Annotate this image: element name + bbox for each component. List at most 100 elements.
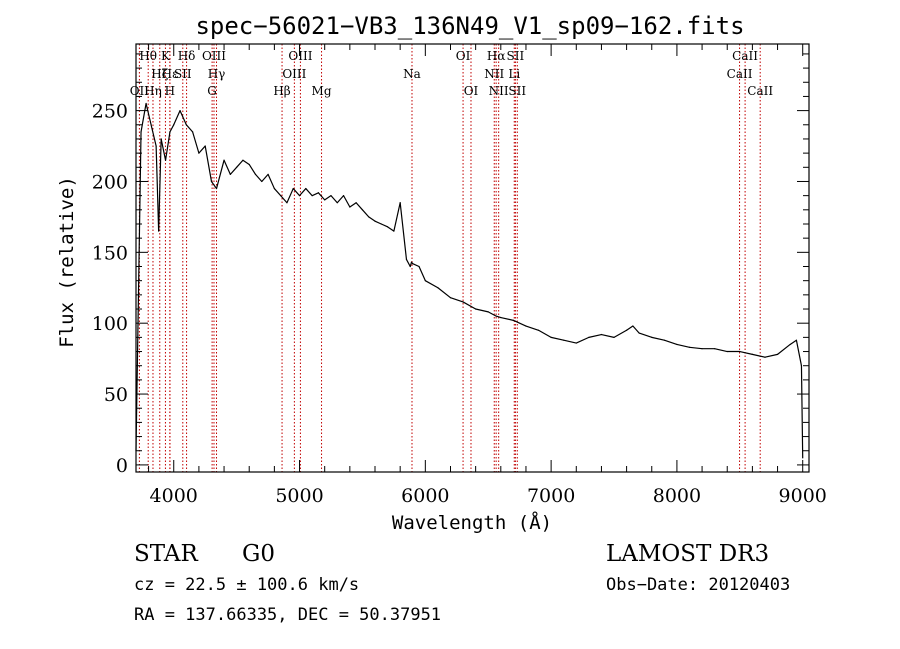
spectrum-segment-25 — [273, 187, 282, 197]
marker-label-22: Li — [508, 67, 520, 81]
spectrum-segment-6 — [160, 138, 167, 161]
spectrum-segment-36 — [342, 195, 351, 208]
spectrum-segment-39 — [361, 209, 370, 218]
spectrum-segment-57 — [495, 315, 502, 319]
spectrum-segment-21 — [248, 163, 257, 175]
spectrum-segment-5 — [158, 138, 162, 232]
spectral-line-labels: OIIHθHηHζKHHεSIIHδGOIIIHγHβOIIIOIIIMgNaO… — [130, 49, 774, 98]
spectrum-segment-31 — [311, 192, 320, 197]
spectrum-segment-15 — [210, 180, 218, 190]
spectrum-segment-20 — [242, 159, 250, 166]
spectrum-segment-54 — [462, 301, 477, 310]
x-tick-label-1: 5000 — [275, 485, 323, 507]
spectrum-segment-27 — [286, 187, 294, 204]
spectrum-segment-19 — [236, 159, 244, 168]
spectrum-segment-73 — [676, 343, 691, 348]
spectrum-segment-35 — [336, 195, 345, 204]
y-axis-ticks: 0 50 100 150 200 250 — [92, 53, 809, 477]
spectrum-series — [135, 102, 804, 459]
y-axis-label: Flux (relative) — [56, 176, 78, 348]
x-tick-label-3: 7000 — [527, 485, 575, 507]
spectrum-segment-74 — [688, 346, 703, 350]
spectrum-segment-2 — [145, 102, 152, 126]
spectrum-segment-50 — [418, 265, 426, 282]
spectral-line-markers — [138, 44, 761, 472]
spectrum-segment-59 — [512, 319, 527, 327]
spectrum-segment-45 — [399, 202, 408, 261]
marker-label-4: K — [161, 49, 171, 63]
spectrum-segment-38 — [355, 202, 364, 211]
spectrum-segment-4 — [155, 145, 160, 232]
spectrum-segment-46 — [405, 258, 411, 268]
spectrum-segment-7 — [164, 131, 171, 161]
x-axis-label: Wavelength (Å) — [392, 511, 552, 534]
spectrum-segment-69 — [632, 325, 640, 334]
spectrum-segment-3 — [150, 124, 157, 147]
spectrum-segment-63 — [563, 339, 577, 344]
spectrum-segment-55 — [475, 308, 489, 313]
spectrum-segment-42 — [380, 223, 389, 228]
spectrum-segment-18 — [229, 166, 238, 175]
spectrum-segment-67 — [613, 329, 628, 338]
x-axis-ticks: 4000 5000 6000 7000 8000 9000 — [148, 44, 827, 507]
spectrum-segment-43 — [386, 226, 395, 232]
marker-label-17: OI — [456, 49, 471, 63]
spectrum-segment-84 — [800, 365, 804, 459]
spectrum-segment-26 — [280, 195, 288, 204]
marker-label-13: OIII — [282, 67, 306, 81]
spectrum-segment-68 — [625, 325, 634, 331]
marker-label-10: OIII — [202, 49, 226, 63]
marker-label-18: OI — [464, 84, 479, 98]
marker-label-2: Hη — [144, 84, 162, 98]
marker-label-15: Mg — [312, 84, 332, 98]
marker-label-6: Hε — [162, 67, 179, 81]
spectrum-segment-11 — [185, 124, 194, 133]
y-tick-label-2: 100 — [92, 313, 128, 335]
marker-label-7: SII — [174, 67, 192, 81]
spectrum-segment-24 — [267, 173, 275, 190]
spectrum-segment-78 — [739, 350, 753, 355]
spectrum-segment-83 — [795, 339, 803, 367]
object-subclass: G0 — [242, 541, 275, 567]
spectrum-segment-60 — [525, 325, 540, 331]
plot-frame — [135, 43, 810, 473]
spectrum-segment-62 — [550, 336, 565, 341]
obs-date: Obs−Date: 20120403 — [606, 575, 790, 595]
marker-label-27: CaII — [747, 84, 773, 98]
marker-label-3: Hζ — [151, 67, 168, 81]
x-tick-label-0: 4000 — [150, 485, 198, 507]
marker-label-5: H — [165, 84, 175, 98]
spectrum-segment-61 — [537, 329, 552, 338]
spectrum-segment-23 — [261, 173, 269, 183]
spectrum-segment-32 — [317, 192, 326, 201]
x-tick-label-2: 6000 — [401, 485, 449, 507]
marker-label-1: Hθ — [139, 49, 157, 63]
y-tick-label-5: 250 — [92, 101, 128, 123]
spectrum-segment-82 — [789, 339, 798, 346]
marker-label-11: Hγ — [208, 67, 226, 81]
spectrum-segment-8 — [169, 124, 175, 133]
spectrum-segment-70 — [638, 332, 653, 338]
marker-label-21: NII — [489, 84, 509, 98]
spectrum-segment-16 — [215, 159, 225, 190]
redshift-text: cz = 22.5 ± 100.6 km/s — [134, 575, 359, 595]
y-tick-label-4: 200 — [92, 171, 128, 193]
spectrum-segment-30 — [305, 187, 313, 197]
y-tick-label-3: 150 — [92, 242, 128, 264]
spectrum-segment-56 — [487, 311, 497, 317]
spectrum-segment-1 — [140, 102, 147, 133]
chart-title: spec−56021−VB3_136N49_V1_sp09−162.fits — [195, 12, 744, 40]
spectrum-segment-80 — [764, 353, 779, 358]
spectrum-segment-49 — [412, 263, 420, 268]
spectrum-segment-40 — [368, 216, 376, 222]
spectrum-segment-34 — [330, 195, 338, 204]
marker-label-24: SII — [508, 84, 526, 98]
marker-label-12: Hβ — [273, 84, 290, 98]
spectrum-segment-47 — [409, 261, 413, 268]
spectrum-segment-9 — [173, 110, 181, 126]
spectrum-segment-58 — [500, 316, 514, 321]
spectrum-segment-41 — [374, 220, 382, 225]
spectrum-segment-0 — [135, 131, 142, 452]
marker-label-20: Hα — [487, 49, 506, 63]
